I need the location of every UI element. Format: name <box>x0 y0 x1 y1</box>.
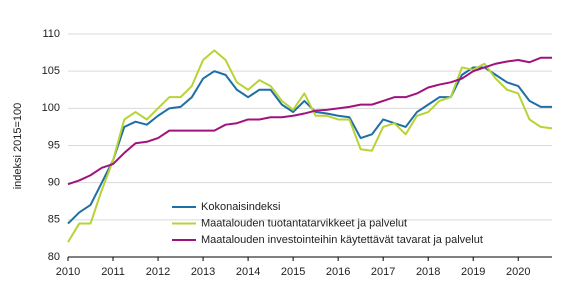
x-tick-label: 2018 <box>416 266 440 278</box>
y-tick-label: 100 <box>42 102 60 114</box>
y-tick-label: 110 <box>42 28 60 40</box>
x-tick-label: 2012 <box>146 266 170 278</box>
legend-label: Kokonaisindeksi <box>201 201 281 213</box>
legend-label: Maatalouden investointeihin käytettävät … <box>201 234 483 246</box>
y-tick-label: 85 <box>48 214 60 226</box>
x-tick-label: 2015 <box>281 266 305 278</box>
y-axis-title: indeksi 2015=100 <box>12 103 24 190</box>
x-tick-label: 2016 <box>326 266 350 278</box>
x-tick-label: 2010 <box>56 266 80 278</box>
series-line <box>67 49 553 243</box>
y-tick-label: 80 <box>48 251 60 263</box>
x-tick-label: 2020 <box>506 266 530 278</box>
x-tick-label: 2013 <box>191 266 215 278</box>
y-tick-label: 105 <box>42 65 60 77</box>
series-line <box>67 56 552 186</box>
x-tick-label: 2014 <box>236 266 260 278</box>
x-tick-label: 2017 <box>371 266 395 278</box>
x-tick-label: 2019 <box>461 266 485 278</box>
y-tick-label: 95 <box>48 139 60 151</box>
legend-label: Maatalouden tuotantatarvikkeet ja palvel… <box>201 217 407 229</box>
x-tick-label: 2011 <box>101 266 125 278</box>
y-tick-label: 90 <box>48 177 60 189</box>
